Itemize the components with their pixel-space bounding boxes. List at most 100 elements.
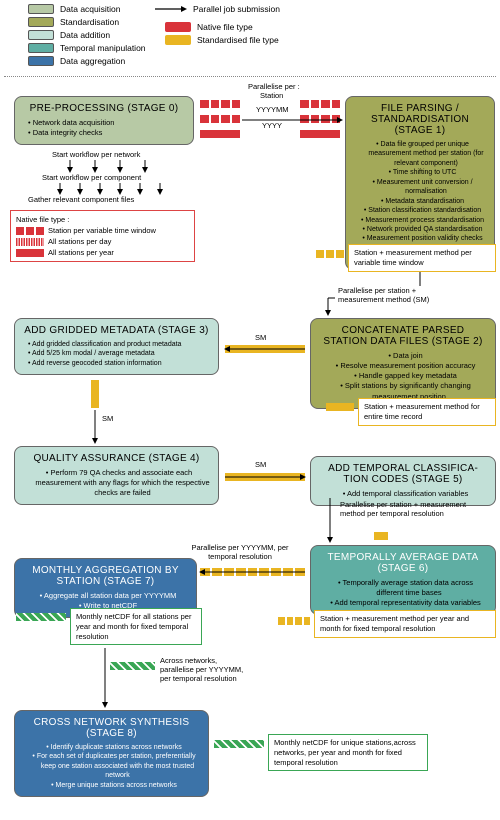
- std-connector-v: [91, 380, 99, 408]
- parallel-sub: YYYYMM: [256, 105, 289, 114]
- stage-title: QUALITY ASSURANCE (STAGE 4): [23, 453, 210, 464]
- std-connector: [374, 532, 388, 540]
- legend-label: Parallel job submission: [193, 4, 280, 14]
- stage-title: FILE PARSING / STANDARDISATION (STAGE 1): [354, 103, 486, 136]
- native-label: All stations per day: [48, 237, 111, 246]
- stage-title: CROSS NETWORK SYNTHESIS (STAGE 8): [23, 717, 200, 739]
- sm-label: SM: [255, 333, 266, 342]
- bullet: Data file grouped per unique measurement…: [358, 140, 486, 168]
- native-bar: [200, 100, 240, 108]
- legend-label: Data acquisition: [60, 4, 120, 14]
- stage4-box: QUALITY ASSURANCE (STAGE 4) Perform 79 Q…: [14, 446, 219, 505]
- bullet: Handle gapped key metadata: [323, 371, 487, 381]
- stage-bullets: Identify duplicate stations across netwo…: [23, 743, 200, 790]
- bullet: Measurement process standardisation: [358, 216, 486, 225]
- stage-bullets: Add gridded classification and product m…: [23, 340, 210, 368]
- stage-bullets: Temporally average station data across d…: [319, 578, 487, 608]
- std-bar: [316, 250, 344, 258]
- stage-title: CONCATENATE PARSED STATION DATA FILES (S…: [319, 325, 487, 347]
- bullet: Measurement position validity checks: [358, 234, 486, 243]
- swatch-agg: [28, 56, 54, 66]
- native-label: Station per variable time window: [48, 226, 156, 235]
- legend-label: Temporal manipulation: [60, 43, 146, 53]
- legend-item: Data acquisition: [28, 4, 146, 14]
- workflow-text: Start workflow per component: [42, 173, 141, 182]
- bullet: Add temporal representativity data varia…: [323, 598, 487, 608]
- bullet: Resolve measurement position accuracy: [323, 361, 487, 371]
- stage6-box: TEMPORALLY AVERAGE DATA (STAGE 6) Tempor…: [310, 545, 496, 615]
- bullet: Network data acquisition: [27, 118, 185, 128]
- legend-item: Data addition: [28, 30, 146, 40]
- bullet: Station classification standardisation: [358, 206, 486, 215]
- bullet: For each set of duplicates per station, …: [27, 752, 200, 780]
- stage0-box: PRE-PROCESSING (STAGE 0) Network data ac…: [14, 96, 194, 145]
- bullet: Aggregate all station data per YYYYMM: [27, 591, 188, 601]
- legend-arrow: Parallel job submission: [155, 4, 280, 14]
- stage-title: ADD TEMPORAL CLASSIFICA­TION CODES (STAG…: [319, 463, 487, 485]
- parallel-label: Across networks, parallelise per YYYYMM,…: [160, 656, 250, 683]
- swatch-add: [28, 30, 54, 40]
- bullet: Temporally average station data across d…: [323, 578, 487, 598]
- legend-item: Parallel job submission: [155, 4, 280, 14]
- sm-label: SM: [102, 414, 113, 423]
- std-connector: [225, 345, 305, 353]
- legend-item: Standardisation: [28, 17, 146, 27]
- bullet: Merge unique stations across networks: [27, 781, 200, 790]
- stage-bullets: Network data acquisition Data integrity …: [23, 118, 185, 138]
- bullet: Add gridded classification and product m…: [27, 340, 210, 349]
- sm-label: SM: [255, 460, 266, 469]
- swatch-temp: [28, 43, 54, 53]
- bullet: Perform 79 QA checks and associate each …: [27, 468, 210, 498]
- native-bar: [200, 115, 240, 123]
- bullet: Data integrity checks: [27, 128, 185, 138]
- legend-label: Standardised file type: [197, 35, 279, 45]
- stage-title: ADD GRIDDED METADATA (STAGE 3): [23, 325, 210, 336]
- stage-title: PRE-PROCESSING (STAGE 0): [23, 103, 185, 114]
- hatch-bar: [16, 613, 66, 621]
- stage8-box: CROSS NETWORK SYNTHESIS (STAGE 8) Identi…: [14, 710, 209, 797]
- native-title: Native file type :: [16, 215, 189, 224]
- legend-label: Standardisation: [60, 17, 119, 27]
- parallel-label: Parallelise per station + measurement me…: [340, 500, 480, 518]
- stage-bullets: Perform 79 QA checks and associate each …: [23, 468, 210, 498]
- workflow-text: Gather relevant component files: [28, 195, 134, 204]
- parallel-sub: YYYY: [262, 121, 282, 130]
- stage-bullets: Data join Resolve measurement position a…: [319, 351, 487, 402]
- parallel-label: Parallelise per station + measurement me…: [338, 286, 448, 304]
- file-tag: Station + measurement method for entire …: [358, 398, 496, 426]
- stage-bullets: Add temporal classification variables: [319, 489, 487, 499]
- legend-label: Data addition: [60, 30, 110, 40]
- bullet: Time shifting to UTC: [358, 168, 486, 177]
- file-tag: Monthly netCDF for unique stations,acros…: [268, 734, 428, 771]
- stage-title: TEMPORALLY AVERAGE DATA (STAGE 6): [319, 552, 487, 574]
- legend-item: Standardised file type: [165, 35, 279, 45]
- file-tag: Station + measurement method per variabl…: [348, 244, 496, 272]
- parallel-label: Parallelise per :: [248, 82, 300, 91]
- std-bar: [278, 617, 310, 625]
- native-row: All stations per year: [16, 248, 189, 257]
- bullet: Network provided QA standardisation: [358, 225, 486, 234]
- native-label: All stations per year: [48, 248, 114, 257]
- legend-label: Native file type: [197, 22, 253, 32]
- stage-title: MONTHLY AGGREGATION BY STATION (STAGE 7): [23, 565, 188, 587]
- stage5-box: ADD TEMPORAL CLASSIFICA­TION CODES (STAG…: [310, 456, 496, 506]
- native-row: All stations per day: [16, 237, 189, 246]
- bullet: Measurement unit conversion / normalisat…: [358, 178, 486, 197]
- native-row: Station per variable time window: [16, 226, 189, 235]
- legend-files: Native file type Standardised file type: [165, 22, 279, 45]
- legend-label: Data aggregation: [60, 56, 125, 66]
- hatch-bar: [110, 662, 155, 670]
- parallel-label: Parallelise per YYYYMM, per temporal res…: [190, 543, 290, 561]
- std-bar: [200, 568, 305, 576]
- stage2-box: CONCATENATE PARSED STATION DATA FILES (S…: [310, 318, 496, 409]
- legend-process: Data acquisition Standardisation Data ad…: [28, 4, 146, 66]
- workflow-text: Start workflow per network: [52, 150, 140, 159]
- stage3-box: ADD GRIDDED METADATA (STAGE 3) Add gridd…: [14, 318, 219, 375]
- bullet: Add temporal classification variables: [323, 489, 487, 499]
- bullet: Data join: [323, 351, 487, 361]
- legend-item: Native file type: [165, 22, 279, 32]
- native-bar: [300, 100, 340, 108]
- swatch-native: [165, 22, 191, 32]
- std-connector: [225, 473, 305, 481]
- bullet: Add 5/25 km modal / average metadata: [27, 349, 210, 358]
